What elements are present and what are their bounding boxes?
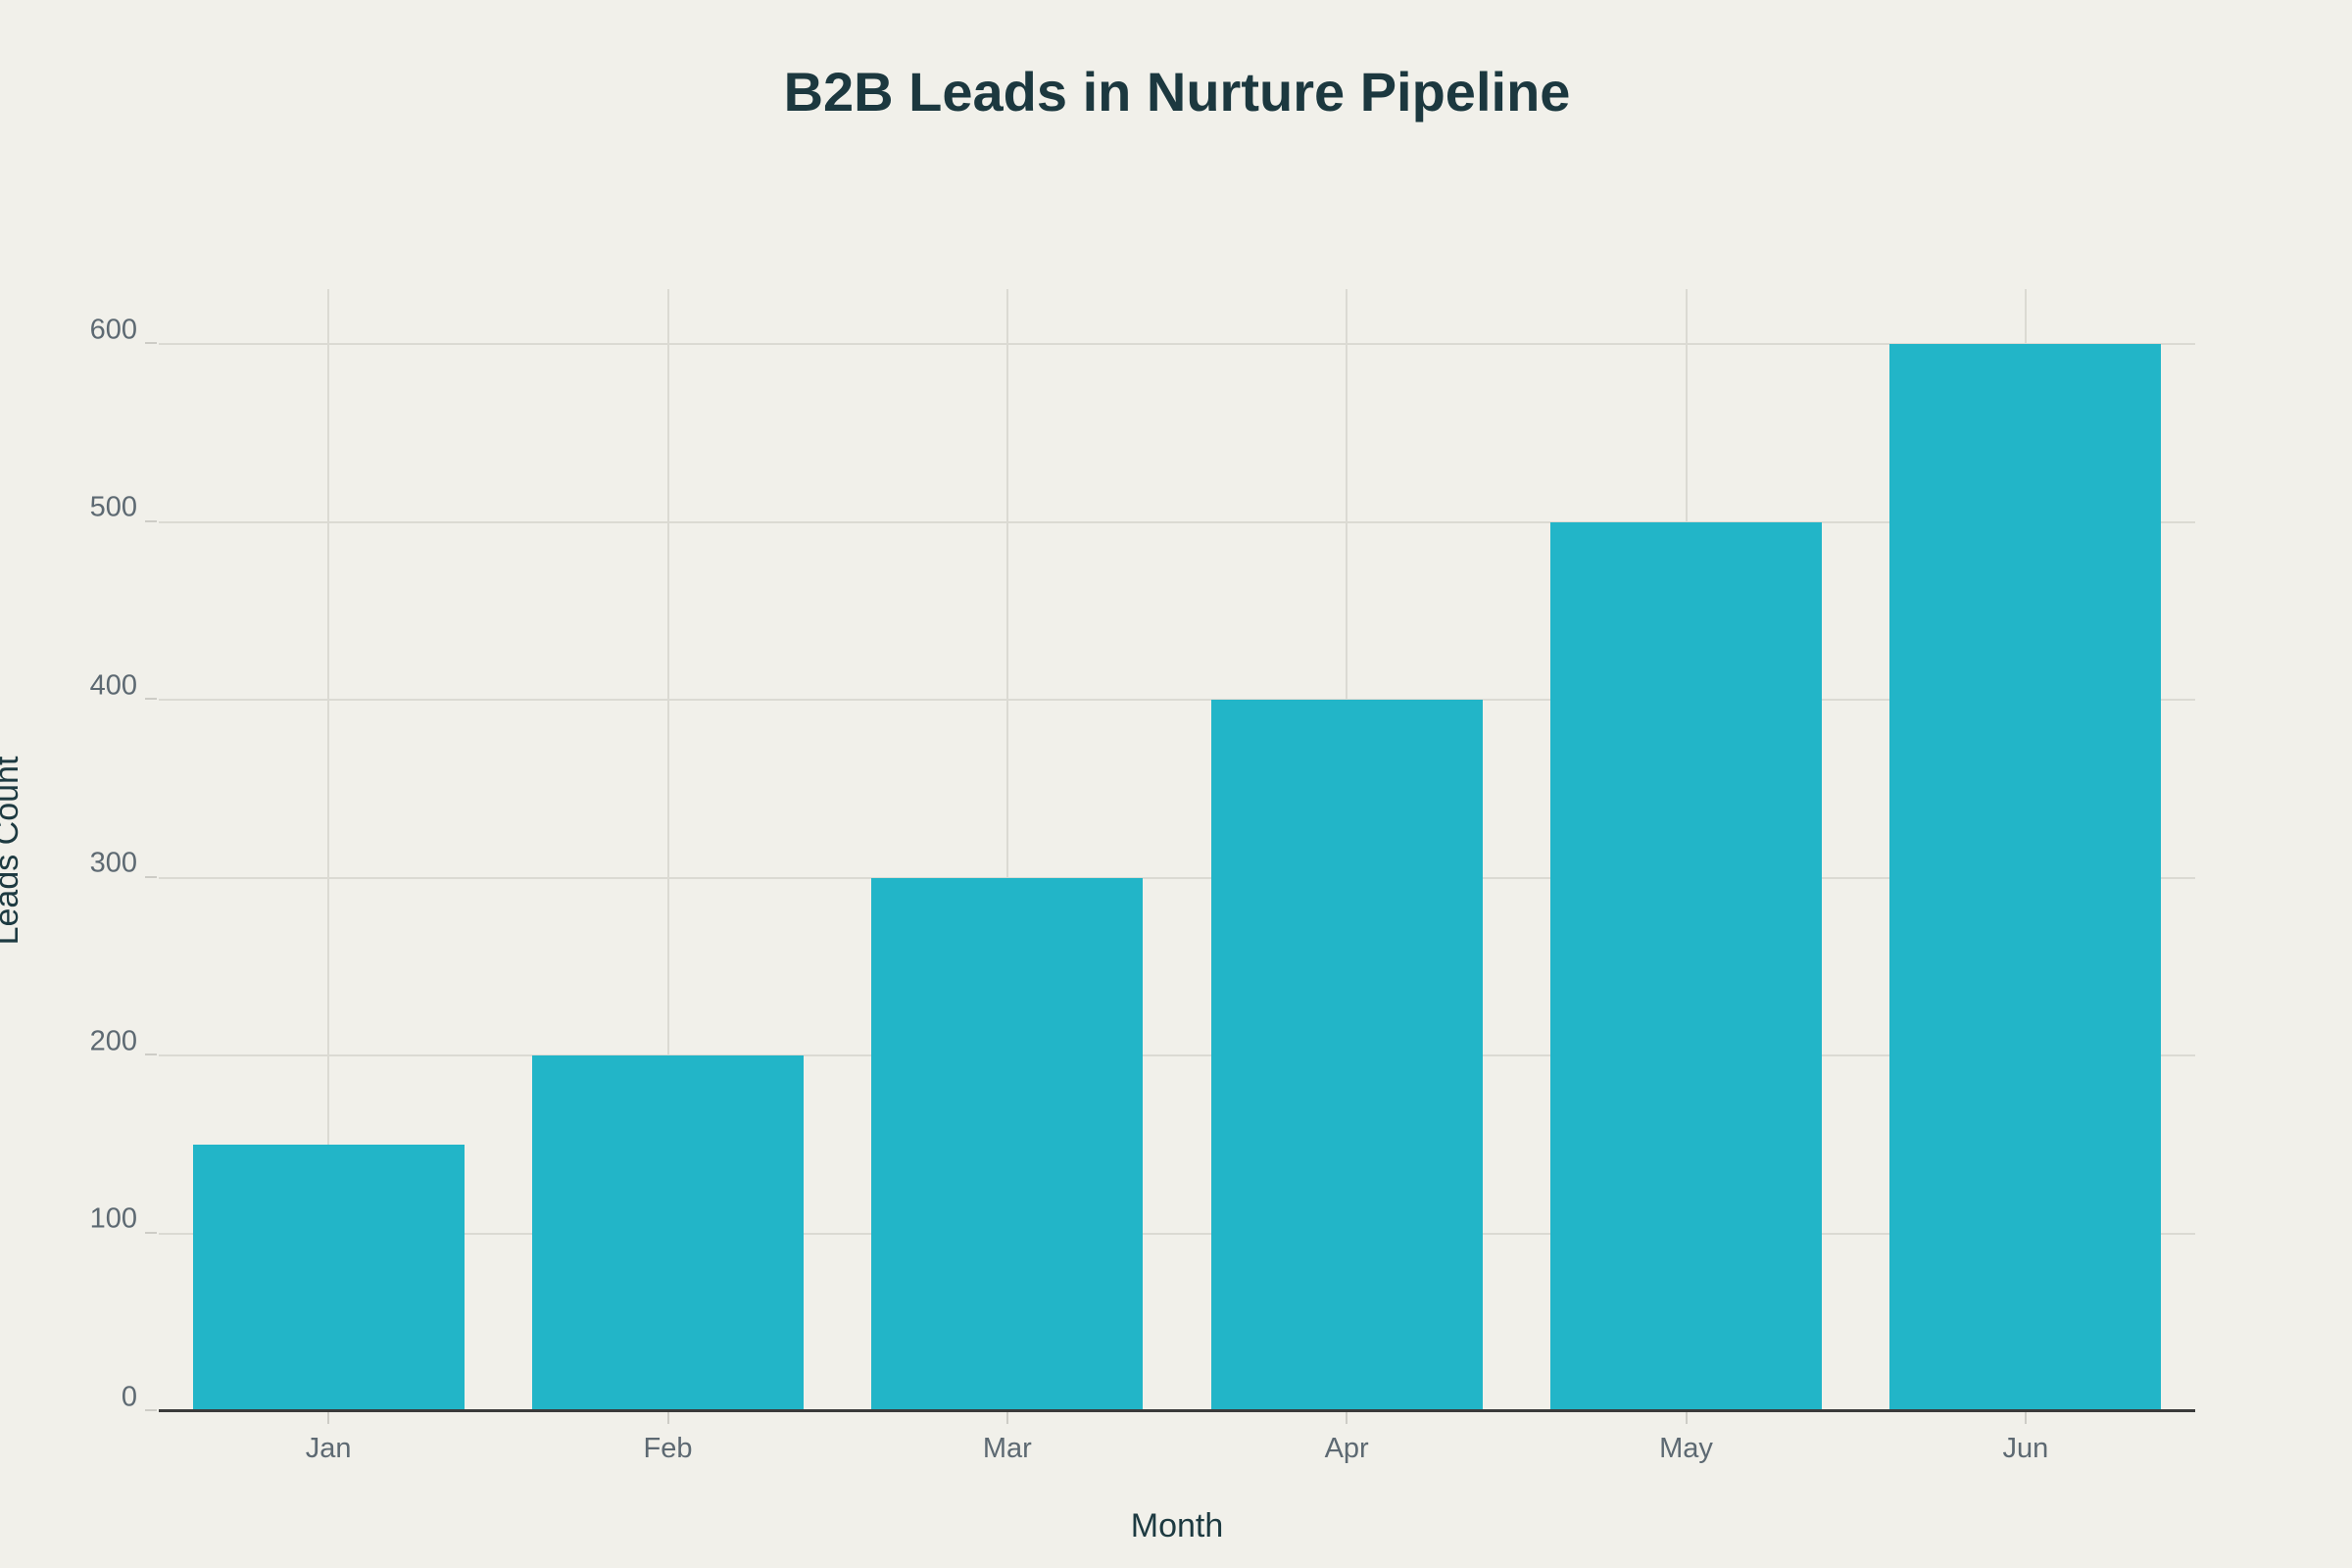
y-tick-mark-600: [145, 342, 157, 345]
x-axis-title: Month: [1130, 1507, 1224, 1544]
y-tick-label-200: 200: [89, 1025, 137, 1057]
bar-apr: [1210, 700, 1483, 1411]
y-tick-mark-500: [145, 519, 157, 522]
x-tick-label-jun: Jun: [2002, 1433, 2049, 1464]
bar-jan: [192, 1144, 465, 1411]
bar-may: [1549, 521, 1823, 1411]
gridline-x-mar: [1005, 289, 1008, 1411]
bar-feb: [531, 1055, 805, 1411]
x-tick-label-jan: Jan: [305, 1433, 352, 1464]
plot-area: 0 100 200 300 400 500 600 Jan Feb Mar Apr May Jun M…: [0, 289, 2195, 1543]
y-tick-mark-100: [145, 1231, 157, 1234]
y-tick-mark-400: [145, 698, 157, 701]
gridline-y-400: [159, 699, 2195, 702]
bar-mar: [871, 877, 1144, 1411]
x-tick-mark-mar: [1005, 1412, 1008, 1424]
chart-title: B2B Leads in Nurture Pipeline: [783, 61, 1571, 122]
x-tick-mark-feb: [666, 1412, 669, 1424]
y-tick-label-400: 400: [89, 669, 137, 702]
x-axis-line: [159, 1409, 2195, 1412]
gridline-x-feb: [666, 289, 669, 1411]
gridline-y-300: [159, 876, 2195, 879]
gridline-x-jan: [327, 289, 330, 1411]
y-axis-title: Leads Count: [0, 756, 25, 945]
y-tick-mark-200: [145, 1054, 157, 1056]
y-tick-label-500: 500: [89, 491, 137, 523]
x-tick-label-mar: Mar: [982, 1433, 1032, 1464]
y-tick-mark-0: [145, 1409, 157, 1411]
gridline-y-600: [159, 343, 2195, 346]
x-tick-label-feb: Feb: [643, 1433, 693, 1464]
y-tick-mark-300: [145, 875, 157, 878]
gridline-y-100: [159, 1232, 2195, 1235]
x-tick-label-may: May: [1659, 1433, 1713, 1464]
x-tick-mark-apr: [1346, 1412, 1348, 1424]
y-tick-label-100: 100: [89, 1202, 137, 1235]
y-tick-label-300: 300: [89, 847, 137, 879]
gridline-y-500: [159, 520, 2195, 523]
bar-jun: [1889, 344, 2162, 1411]
x-tick-mark-jun: [2024, 1412, 2027, 1424]
y-tick-label-600: 600: [89, 314, 137, 346]
gridline-y-200: [159, 1054, 2195, 1057]
x-tick-mark-jan: [327, 1412, 330, 1424]
y-tick-label-0: 0: [121, 1381, 137, 1412]
x-tick-label-apr: Apr: [1324, 1433, 1369, 1464]
x-tick-mark-may: [1685, 1412, 1688, 1424]
